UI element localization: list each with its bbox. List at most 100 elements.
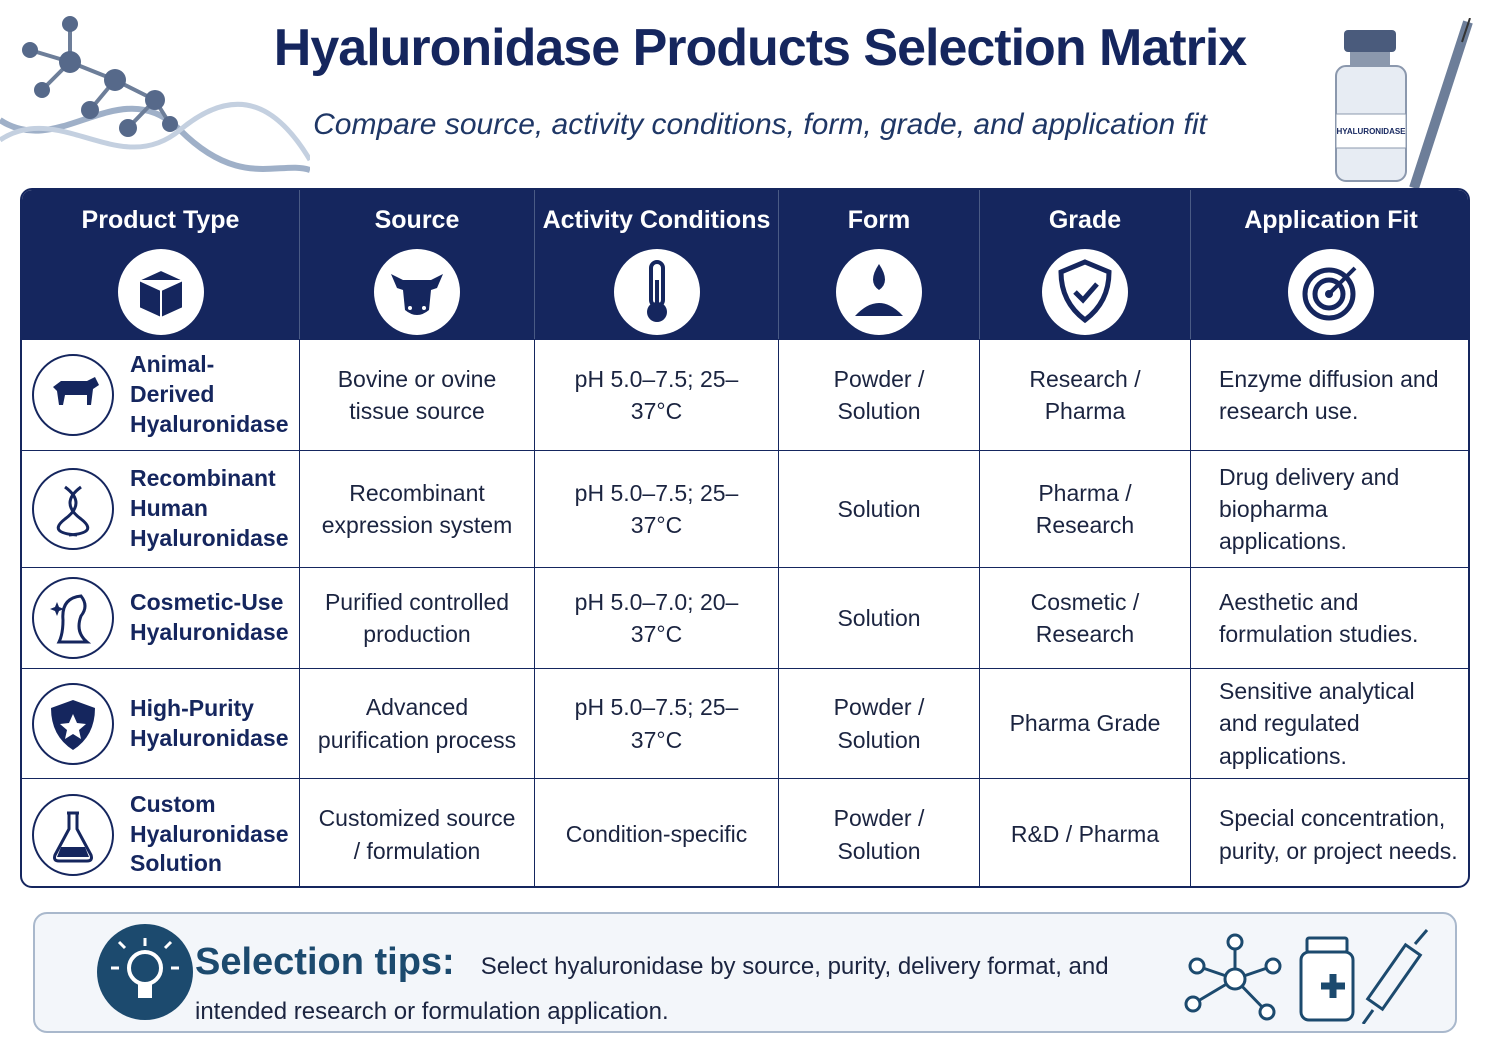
column-icon-svg [855, 264, 903, 316]
column-icon-svg [646, 260, 667, 322]
cell-text: Enzyme diffusion and research use. [1219, 365, 1439, 424]
column-header: Activity Conditions [535, 190, 779, 339]
product-icon-svg [51, 699, 95, 750]
tips-box: Selection tips: Select hyaluronidase by s… [33, 912, 1457, 1033]
column-icon [836, 249, 922, 335]
title: Hyaluronidase Products Selection Matrix [273, 19, 1247, 77]
cell: Powder / Solution [779, 668, 980, 778]
bulb-svg [111, 938, 179, 998]
cell: Special concentration, purity, or projec… [1191, 778, 1468, 886]
column-icon-svg [391, 274, 443, 315]
cell: pH 5.0–7.0; 20–37°C [535, 567, 779, 668]
cell-text: Advanced purification process [317, 694, 517, 753]
product-name: High-Purity Hyaluronidase [130, 694, 289, 751]
column-header-label: Source [374, 206, 460, 234]
cell-text: Powder / Solution [833, 805, 925, 864]
column-icon-svg [1058, 259, 1112, 324]
column-icon [613, 249, 700, 335]
tips-label: Selection tips: [195, 941, 455, 983]
cell: pH 5.0–7.5; 25–37°C [535, 450, 779, 567]
cell: pH 5.0–7.5; 25–37°C [535, 339, 779, 450]
cell: R&D / Pharma [980, 778, 1191, 886]
product-icon-svg [56, 485, 90, 537]
tips-text-block: Selection tips: Select hyaluronidase by s… [195, 932, 1125, 1031]
cell-text: pH 5.0–7.5; 25–37°C [574, 479, 739, 538]
column-icon-svg [137, 268, 184, 320]
cell-text: Pharma Grade [1009, 710, 1161, 737]
tips-text: Select hyaluronidase by source, purity, … [195, 953, 1109, 1025]
cell: Drug delivery and biopharma applications… [1191, 450, 1468, 567]
cell: Aesthetic and formulation studies. [1191, 567, 1468, 668]
cell-text: R&D / Pharma [1010, 821, 1160, 848]
column-header: Source [300, 190, 535, 339]
cell: Powder / Solution [779, 339, 980, 450]
product-icon-svg [53, 811, 93, 862]
column-header-label: Application Fit [1244, 206, 1418, 234]
column-header-label: Activity Conditions [542, 206, 771, 234]
bulb-icon [97, 924, 193, 1020]
product-cell: Cosmetic-Use Hyaluronidase [22, 567, 300, 668]
cell-text: pH 5.0–7.5; 25–37°C [574, 694, 739, 753]
cell: Recombinant expression system [300, 450, 535, 567]
product-icon-svg [50, 594, 92, 644]
cell-text: Bovine or ovine tissue source [337, 365, 497, 424]
cell-text: pH 5.0–7.0; 20–37°C [574, 588, 739, 647]
cell: Cosmetic / Research [980, 567, 1191, 668]
product-name: Cosmetic-Use Hyaluronidase [130, 589, 289, 645]
vial-label: HYALURONIDASE [1336, 127, 1406, 136]
cell-text: Special concentration, purity, or projec… [1219, 805, 1458, 864]
selection-table: Product Type Source Activity Conditions For… [20, 188, 1470, 888]
cell-text: pH 5.0–7.5; 25–37°C [574, 365, 739, 424]
column-icon-svg [1302, 266, 1357, 321]
column-header-label: Product Type [81, 206, 240, 234]
cell-text: Cosmetic / Research [1030, 588, 1140, 647]
cell-text: Aesthetic and formulation studies. [1219, 588, 1419, 647]
cell-text: Recombinant expression system [321, 479, 513, 538]
cell-text: Condition-specific [565, 821, 748, 848]
product-icon [32, 468, 114, 550]
cell: Powder / Solution [779, 778, 980, 886]
product-cell: Custom Hyaluronidase Solution [22, 778, 300, 886]
cell-text: Powder / Solution [833, 694, 925, 753]
cell: pH 5.0–7.5; 25–37°C [535, 668, 779, 778]
cell-text: Powder / Solution [833, 365, 925, 424]
cell: Bovine or ovine tissue source [300, 339, 535, 450]
cell-text: Research / Pharma [1029, 365, 1141, 424]
product-cell: Recombinant Human Hyaluronidase [22, 450, 300, 567]
cell: Research / Pharma [980, 339, 1191, 450]
column-icon [374, 249, 460, 335]
cell-text: Drug delivery and biopharma applications… [1219, 463, 1400, 555]
cell: Pharma Grade [980, 668, 1191, 778]
column-header: Grade [980, 190, 1191, 339]
column-icon [117, 249, 204, 335]
subtitle: Compare source, activity conditions, for… [313, 108, 1207, 141]
cell: Purified controlled production [300, 567, 535, 668]
column-icon [1042, 249, 1128, 335]
cell: Customized source / formulation [300, 778, 535, 886]
cell-text: Solution [837, 495, 921, 522]
cell: Pharma / Research [980, 450, 1191, 567]
product-name: Animal-Derived Hyaluronidase [130, 351, 289, 437]
product-name: Custom Hyaluronidase Solution [130, 790, 289, 877]
cell-text: Customized source / formulation [318, 805, 516, 864]
cell-text: Pharma / Research [1035, 479, 1135, 538]
column-header-label: Grade [1048, 206, 1122, 234]
product-icon [32, 682, 114, 765]
product-cell: Animal-Derived Hyaluronidase [22, 339, 300, 450]
cell-text: Sensitive analytical and regulated appli… [1219, 678, 1415, 769]
cell: Condition-specific [535, 778, 779, 886]
molecule-decoration [0, 16, 310, 173]
column-header-label: Form [847, 206, 911, 234]
column-header: Form [779, 190, 980, 339]
cell: Sensitive analytical and regulated appli… [1191, 668, 1468, 778]
product-icon-svg [53, 377, 99, 405]
column-icon [1288, 249, 1374, 335]
column-header: Product Type [22, 190, 300, 339]
cell: Advanced purification process [300, 668, 535, 778]
cell: Enzyme diffusion and research use. [1191, 339, 1468, 450]
cell-text: Purified controlled production [324, 588, 510, 647]
vial-syringe: HYALURONIDASE [1335, 18, 1473, 188]
product-name: Recombinant Human Hyaluronidase [130, 465, 289, 551]
tips-icons [1184, 929, 1429, 1024]
